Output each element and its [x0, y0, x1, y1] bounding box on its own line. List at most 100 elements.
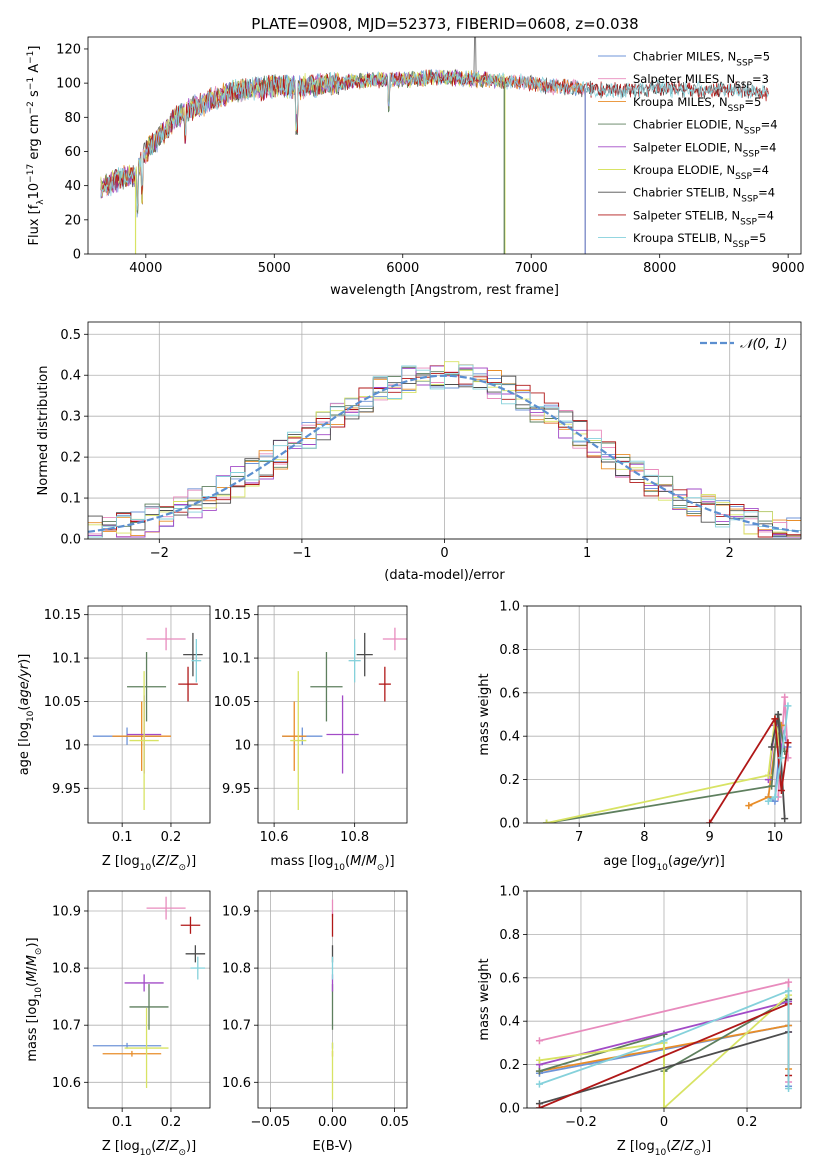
- x-tick-label: 1: [583, 546, 591, 561]
- mass-weight-line: [767, 705, 789, 803]
- y-tick-label: 60: [64, 145, 81, 160]
- legend-entry: Kroupa ELODIE, NSSP=4: [633, 163, 769, 182]
- y-tick-label: 0.8: [499, 643, 520, 658]
- y-tick-label: 0.4: [499, 730, 520, 745]
- legend-entry: Salpeter MILES, NSSP=3: [633, 72, 769, 91]
- mass-weight-marker: [764, 797, 772, 805]
- mass-weight-line: [708, 716, 789, 823]
- x-tick-label: 2: [726, 546, 734, 561]
- mass-weight-marker: [771, 715, 779, 723]
- y-tick-label: 0.6: [499, 971, 520, 986]
- mass-weight-marker: [764, 771, 772, 779]
- y-axis-label: mass weight: [477, 958, 492, 1040]
- y-tick-label: 10.15: [44, 608, 81, 623]
- errorbar-point: [178, 666, 198, 702]
- x-tick-label: 9000: [772, 261, 805, 276]
- x-tick-label: −0.2: [565, 1115, 597, 1130]
- plot-area: [92, 896, 206, 1089]
- legend-entry: 𝒩(0, 1): [740, 337, 787, 352]
- errorbar-point: [378, 666, 391, 702]
- y-axis-label: age [log10(age/yr)]: [17, 654, 36, 776]
- y-tick-label: 10.9: [52, 904, 81, 919]
- plot-area: [92, 627, 203, 810]
- x-tick-label: 0.2: [161, 1115, 182, 1130]
- errorbar-point: [146, 627, 186, 651]
- errorbar-point: [326, 695, 359, 774]
- spectrum-line: [100, 70, 586, 212]
- normal-curve: [88, 374, 801, 533]
- x-axis-label: age [log10(age/yr)]: [603, 854, 725, 873]
- mass-weight-marker: [768, 782, 776, 790]
- x-tick-label: 0.00: [318, 1115, 347, 1130]
- errorbar-point: [102, 1050, 162, 1057]
- x-axis-label: (data-model)/error: [384, 568, 505, 583]
- x-tick-label: 0.1: [112, 830, 133, 845]
- histogram-series: [88, 372, 801, 538]
- y-tick-label: 9.95: [222, 782, 251, 797]
- mass-weight-marker: [774, 711, 782, 718]
- mass-weight-marker: [781, 815, 789, 823]
- mass-vs-ebv-panel: −0.05 0.00 0.05 10.6 10.7 10.8 10.9 E(B-V): [222, 890, 409, 1154]
- spectrum-panel: 4000 5000 6000 7000 8000 9000 0 20 40 60 80 100 120 w…: [26, 36, 805, 298]
- x-axis-label: Z [log10(Z/Z⊙)]: [102, 854, 196, 873]
- mass-vs-metallicity-panel: 0.1 0.2 10.6 10.7 10.8 10.9 Z [log10(Z/Z⊙)] mas…: [25, 890, 211, 1158]
- x-tick-label: −0.05: [250, 1115, 290, 1130]
- y-tick-label: 1.0: [499, 885, 520, 900]
- mass-weight-marker: [660, 1037, 668, 1045]
- x-tick-label: 0.2: [161, 830, 182, 845]
- y-tick-label: 0.8: [499, 928, 520, 943]
- errorbar-point: [191, 638, 202, 683]
- x-tick-label: 5000: [258, 261, 291, 276]
- mass-weight-line: [546, 718, 783, 823]
- mass-weight-marker: [535, 1104, 543, 1108]
- mass-weight-marker: [785, 1084, 793, 1092]
- errorbar-point: [348, 638, 361, 683]
- y-tick-label: 10.05: [44, 695, 81, 710]
- y-tick-label: 10: [64, 738, 81, 753]
- errorbar-point: [310, 652, 343, 722]
- mass-weight-line: [546, 714, 786, 823]
- mass-weight-marker: [745, 802, 753, 810]
- errorbar-point: [290, 671, 307, 810]
- plot-area: [100, 37, 769, 254]
- errorbar-point: [185, 945, 206, 963]
- mass-weight-marker: [784, 702, 792, 710]
- plot-area: [535, 978, 793, 1108]
- x-tick-label: 7: [575, 830, 583, 845]
- axes-frame: [87, 890, 211, 1109]
- axes-frame: [87, 36, 802, 255]
- errorbar-point: [127, 652, 167, 722]
- y-tick-label: 10.8: [52, 962, 81, 977]
- x-axis-label: Z [log10(Z/Z⊙)]: [102, 1139, 196, 1158]
- errorbar-point: [356, 632, 373, 677]
- x-axis-label: wavelength [Angstrom, rest frame]: [330, 283, 559, 298]
- y-tick-label: 20: [64, 213, 81, 228]
- plot-area: [543, 693, 792, 823]
- axes-frame: [526, 605, 802, 824]
- spectrum-line: [100, 69, 769, 211]
- mass-weight-marker: [660, 1104, 668, 1108]
- mass-weight-marker: [785, 987, 793, 995]
- mass-weight-line: [539, 994, 790, 1108]
- mass-weight-marker: [784, 739, 792, 747]
- errorbar-point: [129, 671, 159, 810]
- y-tick-label: 0.2: [60, 451, 81, 466]
- x-axis-label: Z [log10(Z/Z⊙)]: [617, 1139, 711, 1158]
- y-axis-label: Flux [fλ10−17 erg cm−2 s−1 A−1]: [26, 46, 46, 246]
- y-tick-label: 0.2: [499, 773, 520, 788]
- y-axis-label: mass weight: [477, 673, 492, 755]
- errorbar-point: [282, 701, 307, 771]
- y-tick-label: 0.0: [60, 533, 81, 548]
- y-tick-label: 1.0: [499, 600, 520, 615]
- mass-weight-line: [539, 989, 790, 1089]
- spectrum-line: [100, 69, 586, 218]
- errorbar-point: [190, 956, 206, 980]
- axes-frame: [87, 605, 211, 824]
- y-tick-label: 10.6: [222, 1076, 251, 1091]
- legend-entry: Chabrier MILES, NSSP=5: [633, 50, 770, 69]
- legend: Chabrier MILES, NSSP=5 Salpeter MILES, NS…: [598, 50, 778, 250]
- errorbar-point: [180, 916, 201, 934]
- plot-area: [88, 361, 801, 538]
- mass-weight-marker: [771, 793, 779, 801]
